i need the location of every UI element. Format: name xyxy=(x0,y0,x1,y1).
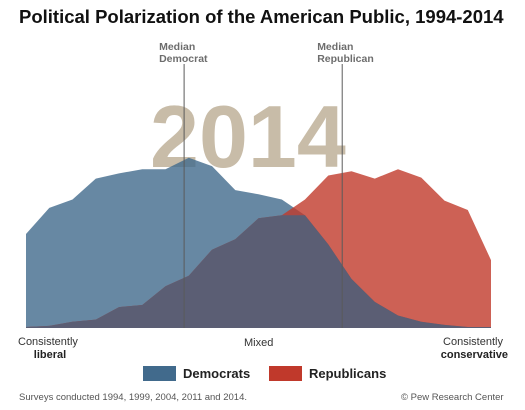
x-axis-left-label: Consistently liberal xyxy=(18,336,82,362)
legend-swatch-democrats xyxy=(143,365,176,381)
legend-democrats: Democrats xyxy=(143,364,250,382)
legend-republicans: Republicans xyxy=(269,364,386,382)
x-axis-left-line1: Consistently xyxy=(18,336,78,348)
median-label-republican: Median Republican xyxy=(317,41,374,65)
footer-source: © Pew Research Center xyxy=(401,392,504,403)
x-axis-center-label: Mixed xyxy=(244,337,274,349)
series-overlap-area xyxy=(26,215,491,328)
chart-title: Political Polarization of the American P… xyxy=(19,6,504,27)
x-axis-right-line2: conservative xyxy=(440,349,508,361)
legend-label-republicans: Republicans xyxy=(309,365,387,381)
legend-label-democrats: Democrats xyxy=(183,365,251,381)
x-axis-left-line2: liberal xyxy=(33,349,67,361)
x-axis-right-line1: Consistently xyxy=(443,336,503,348)
x-axis-right-label: Consistently conservative xyxy=(432,336,508,362)
legend-swatch-republicans xyxy=(269,365,302,381)
median-label-democrat: Median Democrat xyxy=(159,41,208,65)
footer-note: Surveys conducted 1994, 1999, 2004, 2011… xyxy=(19,392,248,403)
